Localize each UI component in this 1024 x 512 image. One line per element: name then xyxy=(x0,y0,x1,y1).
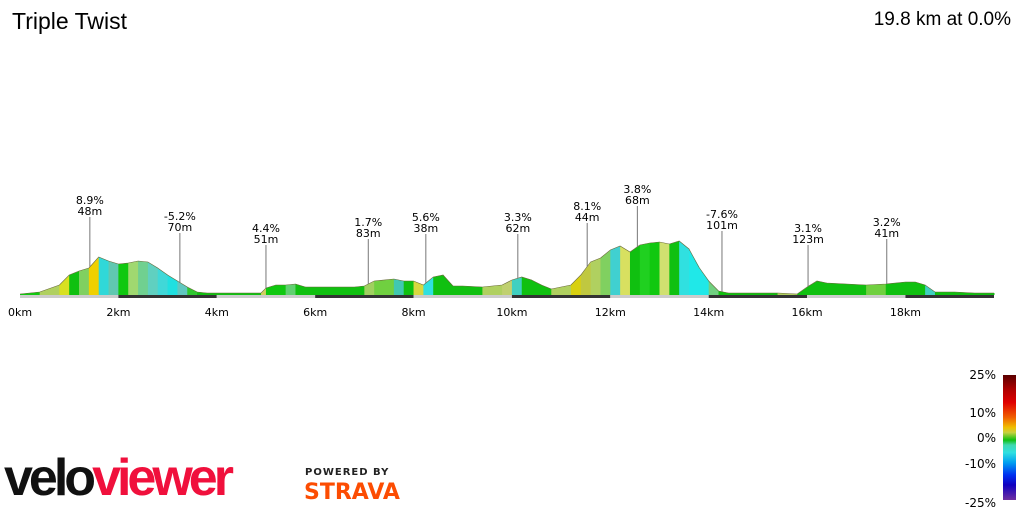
svg-text:3.8%: 3.8% xyxy=(623,183,651,196)
profile-outline xyxy=(19,240,994,295)
climb-annotation: 8.9%48m xyxy=(76,194,104,267)
climb-annotation: 5.6%38m xyxy=(412,211,440,283)
svg-text:48m: 48m xyxy=(77,205,102,218)
climb-annotation: -7.6%101m xyxy=(706,208,738,292)
svg-text:123m: 123m xyxy=(792,233,824,246)
svg-text:51m: 51m xyxy=(254,233,279,246)
legend-label-min: -25% xyxy=(964,496,996,510)
x-tick-label: 8km xyxy=(401,306,425,319)
x-tick-label: 10km xyxy=(496,306,527,319)
svg-text:38m: 38m xyxy=(413,222,438,235)
legend-label-10: 10% xyxy=(969,406,996,420)
x-tick-label: 2km xyxy=(106,306,130,319)
svg-text:-5.2%: -5.2% xyxy=(164,210,196,223)
svg-text:5.6%: 5.6% xyxy=(412,211,440,224)
legend-label-neg10: -10% xyxy=(964,457,996,471)
climb-annotation: 4.4%51m xyxy=(252,222,280,288)
gradient-color-scale xyxy=(1003,375,1016,500)
svg-text:101m: 101m xyxy=(706,219,738,232)
route-title: Triple Twist xyxy=(12,8,128,34)
svg-text:1.7%: 1.7% xyxy=(354,216,382,229)
svg-text:68m: 68m xyxy=(625,194,650,207)
climb-annotation: -5.2%70m xyxy=(164,210,196,283)
gradient-legend: 25% 10% 0% -10% -25% xyxy=(950,365,1024,512)
svg-text:3.2%: 3.2% xyxy=(873,216,901,229)
climb-annotation: 8.1%44m xyxy=(573,200,601,267)
x-tick-label: 16km xyxy=(792,306,823,319)
x-tick-label: 14km xyxy=(693,306,724,319)
x-axis-ticks: 0km 2km 4km 6km 8km 10km 12km 14km 16km 18km xyxy=(8,306,921,319)
x-tick-label: 6km xyxy=(303,306,327,319)
km-bar xyxy=(20,295,994,298)
logo-viewer: viewer xyxy=(92,449,234,507)
logo-velo: velo xyxy=(4,449,96,507)
climb-annotation: 3.3%62m xyxy=(504,211,532,279)
elevation-profile-chart: 0km 2km 4km 6km 8km 10km 12km 14km 16km 18km 8.9%… xyxy=(8,183,995,319)
svg-text:3.3%: 3.3% xyxy=(504,211,532,224)
climb-annotations: 8.9%48m -5.2%70m 4.4%51m 1.7%83m 5.6%38m 3.3%… xyxy=(76,183,901,292)
x-tick-label: 0km xyxy=(8,306,32,319)
x-tick-label: 4km xyxy=(205,306,229,319)
svg-text:83m: 83m xyxy=(356,227,381,240)
svg-text:8.9%: 8.9% xyxy=(76,194,104,207)
svg-text:8.1%: 8.1% xyxy=(573,200,601,213)
x-tick-label: 12km xyxy=(595,306,626,319)
legend-label-0: 0% xyxy=(976,431,996,445)
veloviewer-logo: veloviewer xyxy=(4,448,234,508)
profile-fill xyxy=(20,241,995,295)
svg-text:70m: 70m xyxy=(168,221,193,234)
strava-logo: STRAVA xyxy=(304,480,400,505)
climb-annotation: 3.1%123m xyxy=(792,222,824,287)
svg-text:3.1%: 3.1% xyxy=(794,222,822,235)
svg-text:4.4%: 4.4% xyxy=(252,222,280,235)
legend-label-max: 25% xyxy=(969,368,996,382)
svg-text:-7.6%: -7.6% xyxy=(706,208,738,221)
powered-by-label: POWERED BY xyxy=(305,467,390,478)
svg-text:44m: 44m xyxy=(575,211,600,224)
route-summary: 19.8 km at 0.0% xyxy=(873,9,1011,30)
climb-annotation: 1.7%83m xyxy=(354,216,382,284)
climb-annotation: 3.2%41m xyxy=(873,216,901,284)
svg-text:62m: 62m xyxy=(505,222,530,235)
x-tick-label: 18km xyxy=(890,306,921,319)
climb-annotation: 3.8%68m xyxy=(623,183,651,247)
svg-text:41m: 41m xyxy=(874,227,899,240)
